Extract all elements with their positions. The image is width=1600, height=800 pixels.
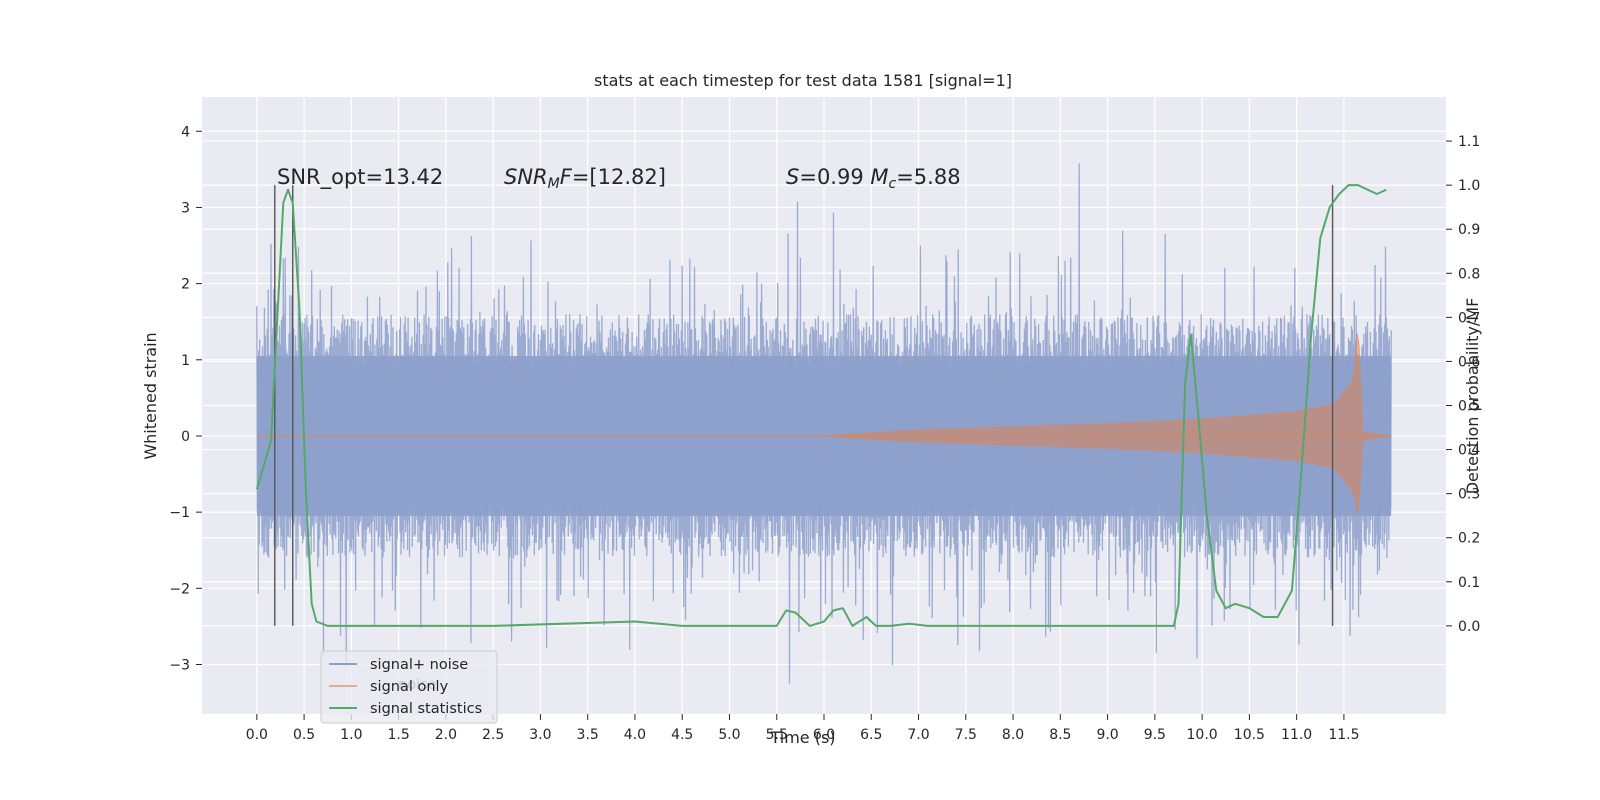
y2-tick-label: 0.4 [1458, 443, 1480, 459]
annotation-snr-opt: SNR_opt=13.42 [277, 165, 443, 190]
y2-tick-label: 0.9 [1458, 222, 1480, 238]
x-tick-label: 4.0 [624, 727, 646, 743]
chart-title: stats at each timestep for test data 158… [594, 71, 1012, 90]
y2-tick-label: 0.1 [1458, 575, 1480, 591]
annotation-s-mc: S=0.99 Mc=5.88 [786, 165, 961, 192]
series-signal-statistics [255, 184, 1387, 627]
y2-tick-label: 0.7 [1458, 310, 1480, 326]
y-axis-ticks: −3 −2 −1 0 1 2 3 4 [169, 124, 202, 673]
series-signal-only [256, 333, 1392, 514]
x-tick-label: 6.0 [813, 727, 835, 743]
annotation-snr-mf: SNRMF=[12.82] [504, 165, 666, 192]
x-tick-label: 4.5 [671, 727, 693, 743]
x-tick-label: 1.5 [387, 727, 409, 743]
x-tick-label: 2.5 [482, 727, 504, 743]
y2-tick-label: 0.0 [1458, 619, 1480, 635]
legend-label-signal-statistics: signal statistics [370, 701, 482, 717]
y2-tick-label: 0.6 [1458, 354, 1480, 370]
y2-tick-label: 0.8 [1458, 266, 1480, 282]
x-tick-label: 10.0 [1187, 727, 1218, 743]
legend-overlap-text: noise [398, 677, 437, 693]
y-tick-label: 2 [181, 277, 190, 293]
y2-tick-label: 0.2 [1458, 531, 1480, 547]
x-tick-label: 8.5 [1049, 727, 1071, 743]
x-tick-label: 0.0 [246, 727, 268, 743]
x-tick-label: 6.5 [860, 727, 882, 743]
x-tick-label: 3.0 [529, 727, 551, 743]
legend-label-signal-noise: signal+ noise [370, 657, 468, 673]
annotations: SNR_opt=13.42 SNRMF=[12.82] S=0.99 Mc=5.… [277, 165, 961, 192]
x-tick-label: 10.5 [1234, 727, 1265, 743]
x-tick-label: 8.0 [1002, 727, 1024, 743]
legend: noise signal+ noise signal only signal s… [320, 650, 498, 724]
y-tick-label: 1 [181, 353, 190, 369]
y2-tick-label: 0.5 [1458, 399, 1480, 415]
x-tick-label: 3.5 [577, 727, 599, 743]
x-tick-label: 9.0 [1096, 727, 1118, 743]
x-axis-label: Time (s) [769, 728, 835, 747]
legend-label-signal-only: signal only [370, 679, 449, 695]
x-tick-label: 7.0 [907, 727, 929, 743]
legend-box [320, 650, 498, 724]
y-tick-label: −1 [169, 505, 190, 521]
y2-axis-ticks: 0.0 0.1 0.2 0.3 0.4 0.5 0.6 0.7 0.8 0.9 1.0 1.1 [1446, 134, 1480, 635]
x-tick-label: 2.0 [435, 727, 457, 743]
y2-tick-label: 1.1 [1458, 134, 1480, 150]
y-tick-label: −2 [169, 581, 190, 597]
x-tick-label: 11.0 [1281, 727, 1312, 743]
y2-tick-label: 1.0 [1458, 178, 1480, 194]
x-tick-label: 5.0 [718, 727, 740, 743]
x-tick-label: 9.5 [1144, 727, 1166, 743]
x-tick-label: 11.5 [1328, 727, 1359, 743]
x-tick-label: 7.5 [955, 727, 977, 743]
x-tick-label: 5.5 [766, 727, 788, 743]
x-tick-label: 1.0 [340, 727, 362, 743]
y-tick-label: −3 [169, 657, 190, 673]
y-tick-label: 4 [181, 124, 190, 140]
y-tick-label: 3 [181, 200, 190, 216]
signal-statistics-line [255, 184, 1387, 627]
x-axis-ticks: 0.0 0.5 1.0 1.5 2.0 2.5 3.0 3.5 4.0 4.5 5.0 5.5 6.0 6… [246, 714, 1359, 743]
x-tick-label: 0.5 [293, 727, 315, 743]
y-tick-label: 0 [181, 429, 190, 445]
y-axis-label: Whitened strain [141, 332, 160, 459]
y2-axis-label: Detection probability/MF [1463, 298, 1482, 495]
y2-tick-label: 0.3 [1458, 487, 1480, 503]
marker-lines [274, 185, 1334, 626]
